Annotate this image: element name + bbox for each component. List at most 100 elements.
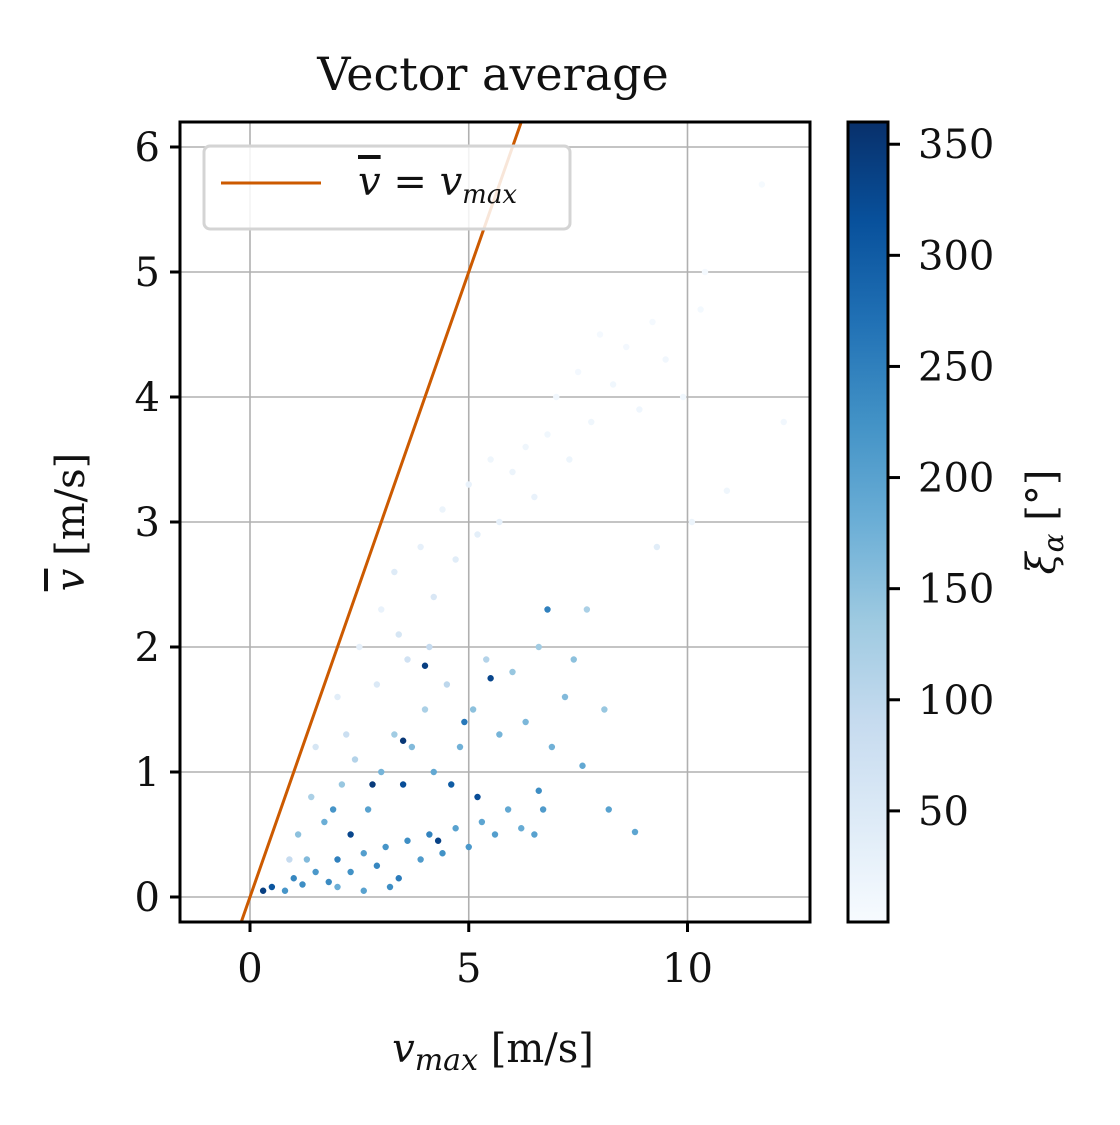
scatter-point: [373, 862, 381, 869]
scatter-point: [378, 768, 385, 776]
scatter-point: [566, 456, 573, 463]
scatter-point: [399, 781, 407, 788]
colorbar-tick-label: 150: [918, 567, 994, 613]
scatter-point: [439, 506, 446, 513]
y-tick-label: 6: [135, 125, 160, 171]
scatter-point: [299, 881, 306, 888]
scatter-point: [601, 706, 608, 713]
scatter-point: [325, 878, 332, 886]
scatter-point: [408, 743, 416, 751]
scatter-point: [369, 781, 376, 788]
scatter-point: [544, 606, 551, 613]
scatter-point: [649, 318, 656, 326]
scatter-point: [574, 368, 582, 376]
scatter-point: [539, 806, 547, 813]
scatter-point: [404, 656, 411, 663]
scatter-point: [491, 831, 499, 838]
colorbar-tick-label: 250: [918, 344, 994, 390]
scatter-point: [496, 731, 503, 738]
y-ticks: 0 1 2 3 4 5 6: [135, 125, 180, 921]
scatter-point: [321, 818, 328, 826]
colorbar-tick-label: 200: [918, 456, 994, 502]
scatter-point: [347, 868, 354, 876]
scatter-point: [290, 875, 297, 882]
scatter-point: [356, 643, 363, 651]
scatter-point: [697, 306, 704, 313]
scatter-point: [579, 762, 586, 769]
y-tick-label: 4: [135, 375, 160, 421]
scatter-point: [518, 825, 525, 832]
scatter-point: [421, 706, 429, 713]
x-tick-label: 10: [662, 946, 713, 992]
scatter-point: [465, 843, 472, 851]
scatter-point: [609, 381, 617, 388]
scatter-point: [487, 675, 494, 682]
scatter-point: [452, 556, 459, 563]
scatter-point: [522, 718, 529, 726]
scatter-point: [347, 831, 354, 838]
scatter-point: [469, 706, 477, 713]
scatter-point: [679, 393, 687, 401]
legend-box: [202, 144, 572, 231]
x-ticks: 0 5 10: [237, 922, 713, 992]
scatter-point: [360, 887, 367, 894]
scatter-point: [391, 731, 398, 738]
scatter-point: [443, 681, 451, 688]
scatter-point: [404, 837, 411, 844]
scatter-point: [780, 418, 787, 426]
scatter-point: [286, 856, 293, 863]
scatter-point: [522, 443, 529, 451]
scatter-point: [391, 568, 398, 576]
chart-title: Vector average: [316, 47, 669, 101]
scatter-point: [509, 468, 516, 476]
scatter-point: [531, 831, 538, 838]
colorbar-tick-label: 300: [918, 233, 994, 279]
scatter-point: [688, 518, 696, 526]
scatter-point: [553, 393, 560, 401]
legend: v = vmax: [202, 144, 572, 231]
scatter-point: [386, 883, 394, 891]
scatter-point: [417, 543, 424, 551]
scatter-point: [465, 481, 472, 488]
x-axis-label: vmax [m/s]: [392, 1026, 594, 1078]
scatter-point: [474, 793, 481, 801]
scatter-point: [496, 518, 503, 526]
colorbar-tick-label: 100: [918, 678, 994, 724]
grid: [180, 122, 810, 922]
scatter-point: [308, 793, 315, 801]
scatter-point: [334, 883, 341, 891]
reference-line: [239, 121, 523, 923]
legend-label: v = vmax: [358, 159, 517, 210]
scatter-point: [478, 818, 486, 826]
scatter-point: [548, 743, 556, 751]
colorbar-ticks: 50 100 150 200 250 300 350: [888, 122, 994, 835]
scatter-point: [395, 631, 402, 638]
scatter-point: [461, 718, 468, 726]
x-tick-label: 0: [237, 946, 262, 992]
scatter-point: [334, 856, 341, 863]
colorbar: [846, 120, 890, 924]
scatter-point: [535, 643, 542, 651]
scatter-point: [395, 875, 402, 882]
scatter-point: [758, 181, 766, 188]
scatter-point: [535, 787, 542, 794]
scatter-point: [329, 806, 337, 813]
x-tick-label: 5: [456, 946, 481, 992]
scatter-point: [596, 331, 604, 338]
scatter-point: [426, 831, 433, 838]
scatter-point: [312, 868, 319, 876]
scatter-point: [421, 662, 429, 669]
scatter-point: [439, 850, 446, 857]
scatter-point: [456, 743, 464, 751]
scatter-point: [303, 856, 311, 863]
scatter-point: [399, 737, 407, 744]
scatter-point: [605, 806, 612, 813]
scatter-points: [259, 181, 787, 894]
scatter-point: [334, 693, 341, 701]
scatter-point: [504, 806, 512, 813]
scatter-point: [343, 731, 350, 738]
scatter-point: [259, 887, 267, 894]
y-tick-label: 1: [135, 750, 160, 796]
colorbar-tick-label: 350: [918, 122, 994, 168]
